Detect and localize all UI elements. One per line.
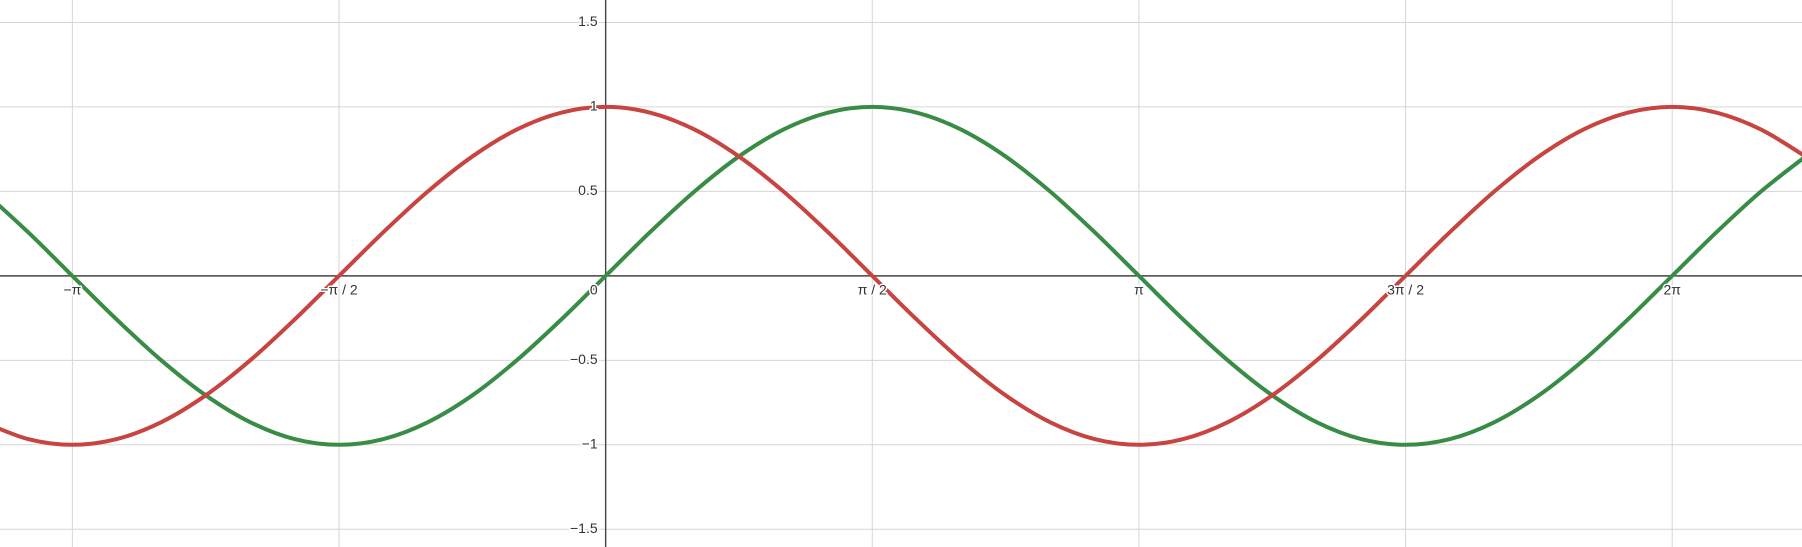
curve [0, 104, 1802, 447]
y-tick-label: 0.5 [578, 182, 598, 198]
x-tick-label: π / 2 [858, 282, 887, 298]
tick-labels: −π −π / 2 0 π / 2 π 3π / 2 2π −1.5 −1 −0.5 0.5 1 1.5 [62, 12, 1683, 538]
y-tick-label: −0.5 [570, 351, 598, 367]
curve [0, 104, 1802, 447]
y-tick-label: −1.5 [570, 520, 598, 536]
x-tick-label: 0 [590, 282, 598, 298]
x-tick-label: 3π / 2 [1387, 282, 1424, 298]
x-tick-label: 2π [1663, 282, 1681, 298]
x-tick-label: π [1134, 282, 1144, 298]
x-tick-label: −π / 2 [320, 282, 358, 298]
x-tick-label: −π [63, 282, 81, 298]
y-tick-label: 1.5 [578, 13, 598, 29]
y-tick-label: −1 [582, 435, 598, 451]
y-tick-label: 1 [590, 98, 598, 114]
curves [0, 104, 1802, 447]
